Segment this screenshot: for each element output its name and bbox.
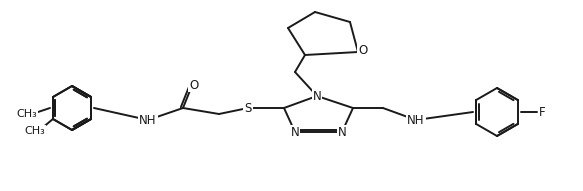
Text: N: N <box>290 125 300 138</box>
Text: CH₃: CH₃ <box>24 126 45 136</box>
Text: O: O <box>359 44 368 57</box>
Text: N: N <box>338 125 346 138</box>
Text: N: N <box>312 90 321 103</box>
Text: NH: NH <box>408 113 425 126</box>
Text: F: F <box>539 105 545 118</box>
Text: S: S <box>244 101 252 114</box>
Text: NH: NH <box>139 113 157 126</box>
Text: O: O <box>189 79 199 91</box>
Text: CH₃: CH₃ <box>17 109 37 119</box>
